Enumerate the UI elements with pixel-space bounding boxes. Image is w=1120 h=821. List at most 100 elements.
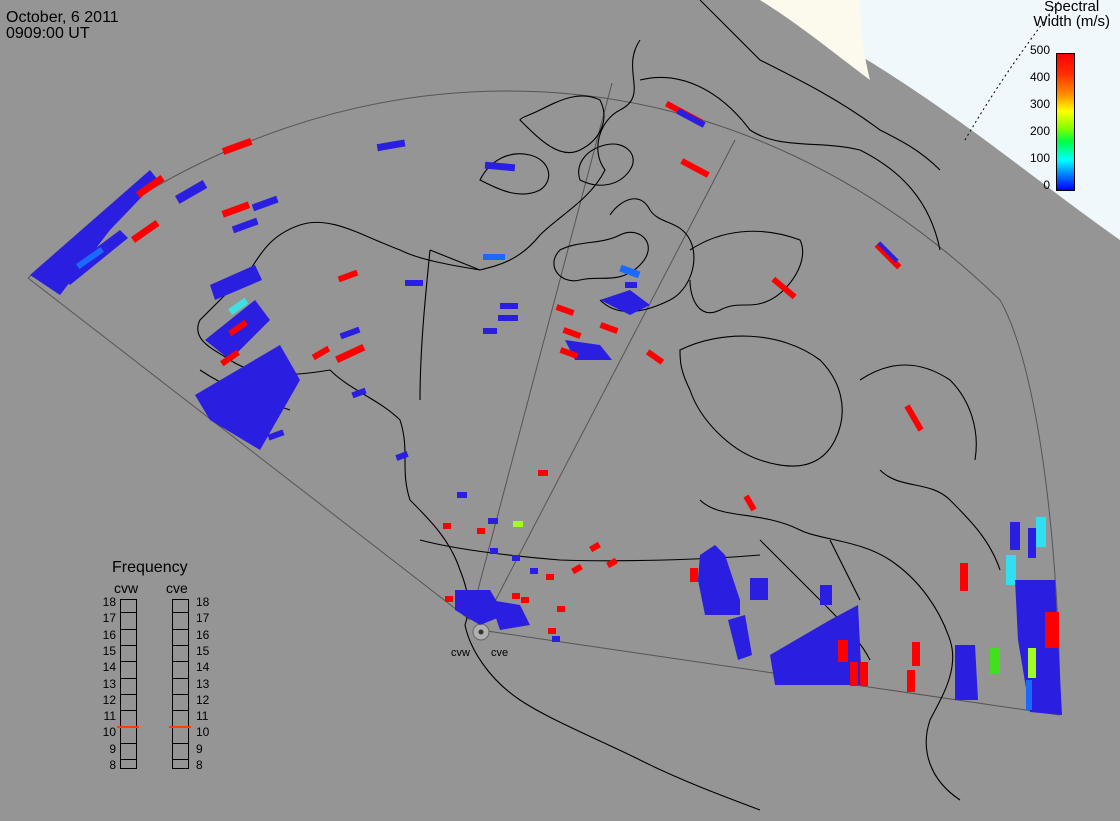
- fov-mid-edge-1: [469, 82, 613, 621]
- frequency-radar-cvw: cvw: [114, 580, 139, 596]
- scatter-cell: [228, 297, 249, 316]
- frequency-scale-label: 8: [109, 758, 116, 772]
- scatter-cell: [477, 528, 485, 534]
- fov-outline: [27, 90, 1061, 716]
- frequency-scale-divider: [173, 742, 188, 744]
- frequency-scale-label: 17: [196, 611, 210, 626]
- scatter-cell: [351, 387, 367, 399]
- scatter-cell: [512, 555, 520, 561]
- frequency-scale-label: 14: [196, 660, 210, 675]
- scatter-cell: [445, 596, 453, 602]
- scatter-cell: [1045, 612, 1059, 648]
- frequency-title: Frequency: [112, 559, 188, 576]
- frequency-scale-cve: [172, 599, 189, 769]
- scatter-cell: [698, 545, 740, 615]
- scatter-cell: [231, 217, 259, 234]
- frequency-marker-cvw: [117, 726, 139, 728]
- scatter-cell: [571, 563, 583, 575]
- scatter-cell: [488, 518, 498, 524]
- scatter-cell: [210, 265, 262, 300]
- scatter-cell: [483, 328, 497, 334]
- scatter-cell: [599, 322, 619, 334]
- scatter-cell: [512, 593, 520, 599]
- scatter-cell: [770, 605, 862, 685]
- daylight-region: [760, 0, 1120, 240]
- coastlines: [197, 0, 1001, 811]
- frequency-scale-label: 14: [102, 660, 116, 675]
- scatter-cell: [30, 170, 158, 295]
- scatter-cell: [498, 315, 518, 321]
- frequency-scale-divider: [121, 759, 136, 760]
- frequency-scale-label: 13: [196, 676, 210, 691]
- colorbar-tick: 200: [1029, 124, 1050, 138]
- frequency-scale-divider: [121, 693, 136, 695]
- frequency-scale-label: 18: [196, 595, 210, 609]
- scatter-cell: [75, 246, 105, 270]
- frequency-scale-label: 17: [102, 611, 116, 626]
- time-label: 0909:00 UT: [6, 25, 90, 42]
- colorbar-tick: 300: [1029, 97, 1050, 111]
- frequency-scale-label: 15: [196, 643, 210, 658]
- frequency-scale-divider: [173, 759, 188, 760]
- scatter-cell: [457, 492, 467, 498]
- frequency-scale-divider: [121, 612, 136, 614]
- frequency-scale-label: 13: [102, 676, 116, 691]
- frequency-scale-divider: [173, 661, 188, 663]
- scatter-cell: [559, 347, 579, 359]
- frequency-scale-divider: [121, 677, 136, 679]
- scatter-cell: [490, 548, 498, 554]
- colorbar-tick: 0: [1043, 178, 1050, 192]
- scatter-cell: [771, 276, 797, 300]
- fov-west-edge: [27, 277, 471, 621]
- terminator-dashed-line: [964, 0, 1061, 141]
- scatter-cell: [484, 161, 516, 172]
- scatter-cell: [680, 158, 710, 178]
- frequency-scale-divider: [173, 644, 188, 646]
- frequency-scale-label: 10: [102, 725, 116, 740]
- scatter-cell: [874, 242, 902, 270]
- scatter-cell: [335, 343, 366, 363]
- scatter-cell: [728, 615, 752, 660]
- timestamp-header: October, 6 2011 0909:00 UT: [6, 10, 119, 42]
- scatter-cell: [339, 326, 361, 340]
- daylight-pale-region: [760, 0, 870, 80]
- scatter-cell: [221, 138, 253, 155]
- frequency-scale-divider: [173, 710, 188, 712]
- scatter-cell: [676, 108, 706, 128]
- scatter-cell: [743, 494, 757, 512]
- scatter-cell: [135, 174, 165, 198]
- scatter-cell: [1010, 522, 1020, 550]
- frequency-scale-label: 12: [102, 692, 116, 707]
- radar-site-dot: [478, 629, 484, 635]
- colorbar-title-line1: Spectral: [1044, 0, 1100, 15]
- colorbar-title-line2: Width (m/s): [1033, 13, 1110, 30]
- frequency-scale-label: 16: [196, 627, 210, 642]
- scatter-cell: [513, 521, 523, 527]
- site-label-cve: cve: [491, 647, 509, 659]
- frequency-scale-divider: [173, 628, 188, 630]
- frequency-scale-divider: [173, 677, 188, 679]
- scatter-cell: [1028, 648, 1036, 678]
- frequency-scale-divider: [121, 710, 136, 712]
- scatter-cell: [600, 290, 650, 315]
- scatter-cell: [850, 662, 858, 686]
- scatter-cell: [443, 523, 451, 529]
- scatter-cell: [750, 578, 768, 600]
- colorbar-title: Spectral Width (m/s): [1033, 0, 1110, 29]
- scatter-cell: [1026, 680, 1032, 710]
- scatter-cell: [820, 585, 832, 605]
- scatter-cell: [311, 345, 331, 361]
- frequency-scale-label: 11: [196, 709, 209, 724]
- scatter-cell: [904, 404, 924, 432]
- scatter-cells: [30, 100, 1062, 715]
- scatter-cell: [405, 280, 423, 286]
- scatter-cell: [860, 662, 868, 686]
- scatter-cell: [220, 349, 240, 367]
- scatter-cell: [606, 557, 618, 569]
- fov-east-edge: [479, 629, 1061, 716]
- scatter-cell: [552, 636, 560, 642]
- scatter-cell: [251, 195, 279, 212]
- frequency-scale-label: 16: [102, 627, 116, 642]
- scatter-cell: [557, 606, 565, 612]
